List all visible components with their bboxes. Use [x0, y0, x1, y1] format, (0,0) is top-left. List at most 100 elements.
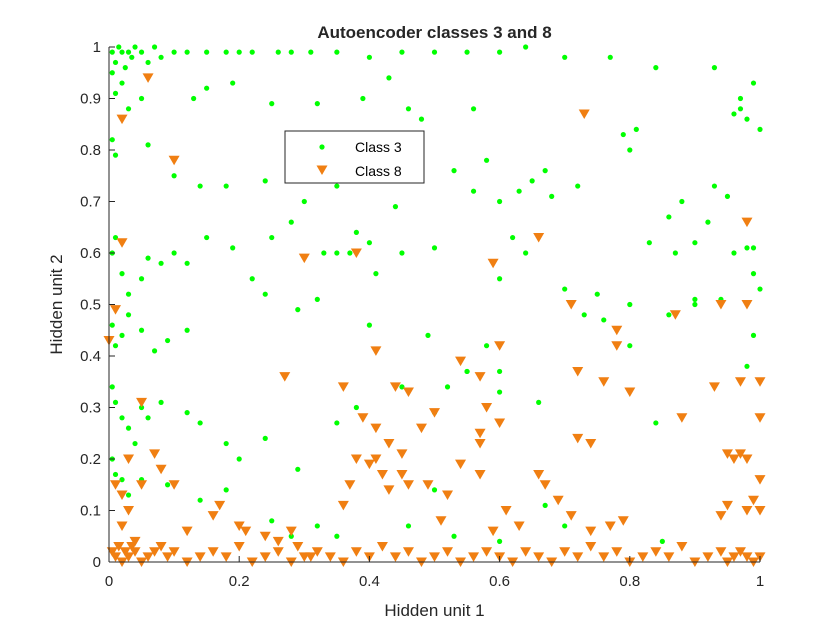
data-point-class-3 [197, 420, 203, 426]
data-point-class-8 [754, 506, 766, 516]
data-point-class-8 [116, 238, 128, 248]
data-point-class-3 [314, 523, 320, 529]
data-point-class-8 [136, 480, 148, 490]
data-point-class-8 [279, 372, 291, 382]
data-point-class-3 [112, 152, 119, 158]
data-point-class-3 [184, 410, 190, 416]
data-point-class-3 [184, 260, 190, 266]
data-point-class-3 [145, 59, 151, 66]
data-point-class-8 [259, 552, 271, 562]
data-point-class-8 [389, 382, 401, 392]
data-point-class-8 [292, 542, 304, 552]
data-point-class-8 [285, 526, 297, 537]
data-point-class-3 [737, 95, 744, 102]
data-point-class-3 [109, 322, 115, 328]
data-point-class-3 [109, 49, 115, 55]
data-point-class-8 [708, 382, 720, 392]
data-point-class-8 [194, 552, 206, 562]
x-tick-label: 0.4 [359, 573, 380, 590]
data-point-class-3 [750, 245, 757, 251]
data-point-class-8 [259, 531, 271, 542]
data-point-class-8 [344, 480, 356, 490]
y-tick-label: 1 [93, 39, 101, 56]
data-point-class-3 [236, 49, 242, 55]
data-point-class-3 [125, 312, 132, 318]
data-point-class-3 [171, 173, 177, 179]
series-class-3 [109, 44, 763, 545]
legend: Class 3 Class 8 [284, 130, 425, 184]
y-tick-label: 0.6 [80, 245, 101, 262]
data-point-class-3 [750, 332, 757, 338]
data-point-class-8 [721, 500, 733, 511]
x-tick-label: 0 [105, 573, 113, 590]
data-point-class-8 [181, 526, 193, 537]
data-point-class-3 [125, 49, 132, 55]
data-point-class-3 [470, 106, 477, 112]
data-point-class-3 [109, 384, 115, 390]
data-point-class-3 [523, 44, 529, 50]
data-point-class-3 [672, 250, 678, 256]
data-point-class-8 [487, 526, 499, 537]
data-point-class-3 [497, 49, 503, 55]
data-point-class-3 [360, 95, 366, 102]
data-point-class-3 [418, 116, 425, 122]
data-point-class-3 [483, 343, 490, 349]
data-point-class-8 [442, 547, 454, 557]
data-point-class-8 [396, 469, 408, 480]
data-point-class-8 [402, 547, 414, 557]
data-point-class-3 [125, 291, 132, 297]
data-point-class-8 [565, 511, 577, 521]
data-point-class-3 [125, 106, 132, 112]
data-point-class-3 [497, 368, 503, 375]
data-point-class-8 [715, 511, 727, 521]
data-point-class-3 [301, 198, 307, 205]
data-point-class-8 [155, 542, 167, 552]
data-point-class-8 [337, 382, 349, 392]
data-point-class-3 [164, 482, 171, 488]
data-point-class-8 [637, 552, 649, 562]
plot-area [109, 47, 760, 562]
data-point-class-3 [353, 229, 359, 235]
data-point-class-8 [676, 542, 688, 552]
data-point-class-3 [158, 260, 164, 266]
data-point-class-8 [298, 253, 310, 264]
data-point-class-3 [262, 291, 268, 297]
data-point-class-3 [731, 111, 737, 117]
data-point-class-3 [620, 131, 626, 138]
data-point-class-3 [516, 188, 522, 194]
data-point-class-8 [663, 552, 675, 562]
data-point-class-8 [149, 449, 161, 459]
data-point-class-8 [162, 552, 174, 562]
legend-box [284, 130, 425, 184]
data-point-class-8 [715, 547, 727, 557]
data-point-class-8 [585, 542, 597, 552]
y-axis-label: Hidden unit 2 [47, 254, 66, 354]
data-point-class-8 [376, 542, 388, 552]
data-point-class-3 [288, 533, 294, 539]
data-point-class-3 [666, 312, 672, 318]
data-point-class-8 [350, 248, 362, 258]
data-point-class-3 [112, 343, 119, 349]
data-point-class-8 [481, 403, 493, 413]
data-point-class-8 [442, 490, 454, 501]
data-point-class-3 [653, 420, 659, 426]
data-point-class-3 [334, 183, 340, 189]
data-point-class-3 [757, 126, 763, 132]
data-point-class-3 [399, 250, 405, 256]
data-point-class-3 [711, 65, 718, 71]
data-point-class-8 [123, 506, 135, 516]
y-tick-label: 0.2 [80, 451, 101, 468]
data-point-class-3 [145, 255, 151, 261]
data-point-class-3 [562, 523, 568, 529]
data-point-class-8 [611, 325, 623, 336]
data-point-class-8 [617, 516, 629, 526]
data-point-class-8 [110, 305, 122, 315]
data-point-class-8 [396, 449, 408, 459]
data-point-class-3 [138, 404, 145, 411]
data-point-class-8 [585, 439, 597, 449]
data-point-class-3 [112, 471, 119, 478]
data-point-class-3 [757, 286, 763, 292]
data-point-class-8 [350, 454, 362, 464]
x-tick-label: 1 [756, 573, 764, 590]
